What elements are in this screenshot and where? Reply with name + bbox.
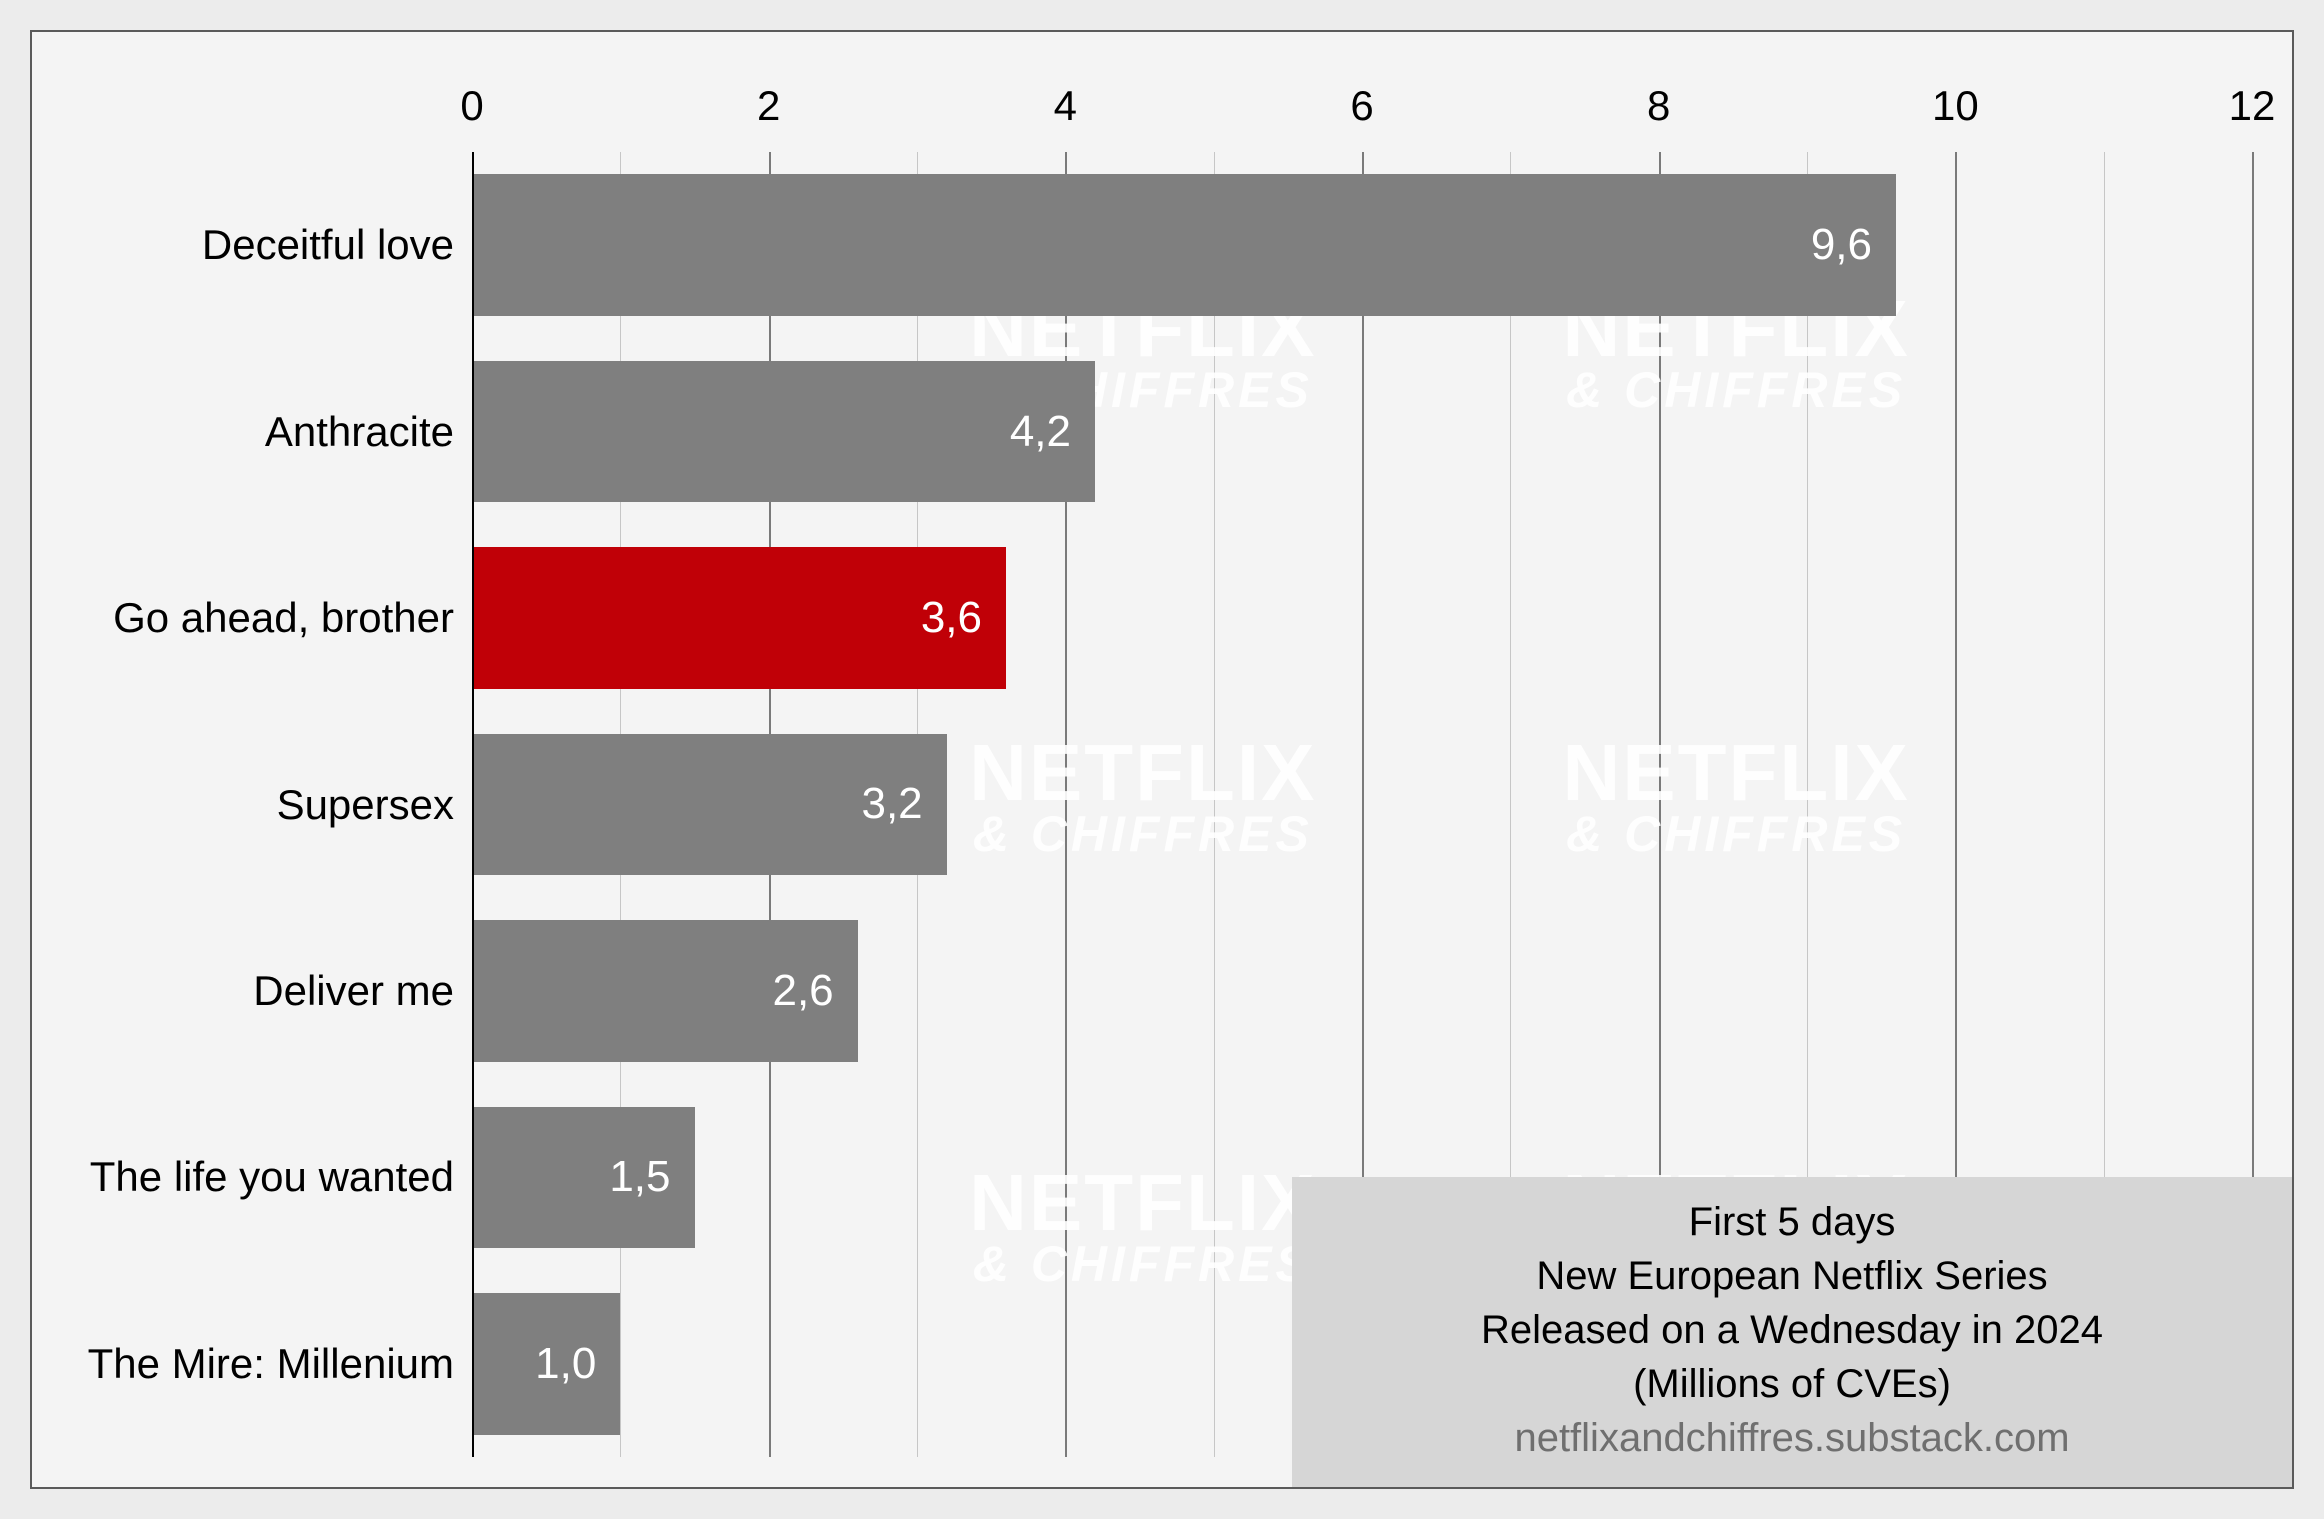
bar-row: 2,6 bbox=[472, 920, 2252, 1062]
bar: 3,2 bbox=[472, 734, 947, 876]
caption-line: (Millions of CVEs) bbox=[1292, 1357, 2292, 1411]
y-category-label: Anthracite bbox=[265, 408, 454, 456]
x-tick-label: 2 bbox=[757, 82, 780, 130]
caption-box: First 5 daysNew European Netflix SeriesR… bbox=[1292, 1177, 2292, 1487]
caption-line: Released on a Wednesday in 2024 bbox=[1292, 1303, 2292, 1357]
bar-row: 4,2 bbox=[472, 361, 2252, 503]
y-category-label: Go ahead, brother bbox=[113, 594, 454, 642]
bar-value-label: 1,0 bbox=[535, 1339, 596, 1389]
y-category-label: Supersex bbox=[277, 781, 454, 829]
x-tick-label: 6 bbox=[1350, 82, 1373, 130]
y-category-label: Deliver me bbox=[253, 967, 454, 1015]
y-category-label: The Mire: Millenium bbox=[88, 1340, 454, 1388]
x-tick-label: 12 bbox=[2229, 82, 2276, 130]
y-category-label: Deceitful love bbox=[202, 221, 454, 269]
bar-row: 3,6 bbox=[472, 547, 2252, 689]
bar-row: 9,6 bbox=[472, 174, 2252, 316]
bar: 1,0 bbox=[472, 1293, 620, 1435]
bar: 1,5 bbox=[472, 1107, 695, 1249]
chart-outer: NETFLIX& CHIFFRESNETFLIX& CHIFFRESNETFLI… bbox=[0, 0, 2324, 1519]
bar-value-label: 3,6 bbox=[921, 593, 982, 643]
y-category-label: The life you wanted bbox=[90, 1153, 454, 1201]
caption-line: New European Netflix Series bbox=[1292, 1249, 2292, 1303]
bar-value-label: 3,2 bbox=[861, 779, 922, 829]
bar-value-label: 4,2 bbox=[1010, 407, 1071, 457]
bar-value-label: 1,5 bbox=[609, 1152, 670, 1202]
bar-value-label: 9,6 bbox=[1811, 220, 1872, 270]
y-axis-line bbox=[472, 152, 474, 1457]
bar-value-label: 2,6 bbox=[772, 966, 833, 1016]
bar: 9,6 bbox=[472, 174, 1896, 316]
caption-source: netflixandchiffres.substack.com bbox=[1292, 1411, 2292, 1465]
x-tick-label: 8 bbox=[1647, 82, 1670, 130]
bar: 2,6 bbox=[472, 920, 858, 1062]
x-tick-label: 10 bbox=[1932, 82, 1979, 130]
bar: 4,2 bbox=[472, 361, 1095, 503]
x-tick-label: 0 bbox=[460, 82, 483, 130]
x-tick-label: 4 bbox=[1054, 82, 1077, 130]
bar: 3,6 bbox=[472, 547, 1006, 689]
caption-line: First 5 days bbox=[1292, 1195, 2292, 1249]
chart-panel: NETFLIX& CHIFFRESNETFLIX& CHIFFRESNETFLI… bbox=[30, 30, 2294, 1489]
bar-row: 3,2 bbox=[472, 734, 2252, 876]
